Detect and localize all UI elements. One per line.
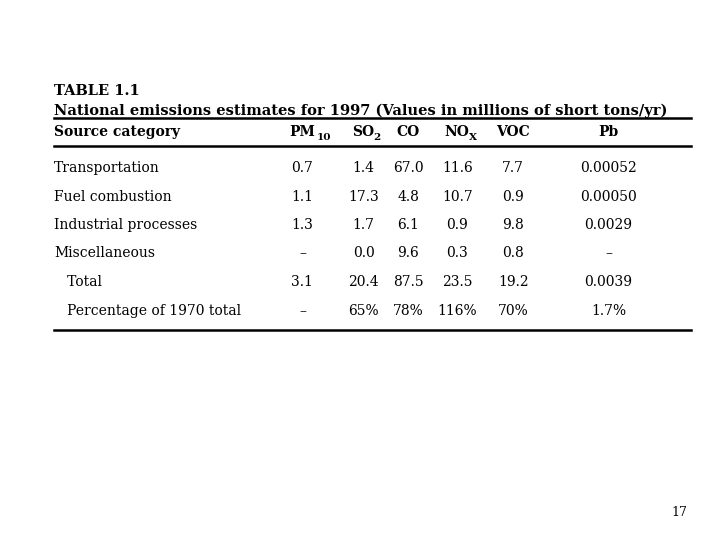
Text: 6.1: 6.1	[397, 218, 419, 232]
Text: 116%: 116%	[437, 304, 477, 318]
Text: PM: PM	[289, 125, 315, 139]
Text: 0.0039: 0.0039	[585, 275, 632, 289]
Text: 9.8: 9.8	[503, 218, 524, 232]
Text: 0.3: 0.3	[446, 246, 468, 260]
Text: 2: 2	[373, 133, 380, 141]
Text: 0.9: 0.9	[503, 190, 524, 204]
Text: NO: NO	[445, 125, 469, 139]
Text: 1.3: 1.3	[292, 218, 313, 232]
Text: –: –	[299, 304, 306, 318]
Text: 10.7: 10.7	[442, 190, 472, 204]
Text: X: X	[469, 133, 477, 141]
Text: 1.7: 1.7	[353, 218, 374, 232]
Text: 65%: 65%	[348, 304, 379, 318]
Text: Transportation: Transportation	[54, 161, 160, 176]
Text: 4.8: 4.8	[397, 190, 419, 204]
Text: 0.0029: 0.0029	[585, 218, 632, 232]
Text: 67.0: 67.0	[393, 161, 423, 176]
Text: 11.6: 11.6	[442, 161, 472, 176]
Text: Total: Total	[54, 275, 102, 289]
Text: –: –	[605, 246, 612, 260]
Text: 0.8: 0.8	[503, 246, 524, 260]
Text: 0.00050: 0.00050	[580, 190, 636, 204]
Text: Percentage of 1970 total: Percentage of 1970 total	[54, 304, 241, 318]
Text: 70%: 70%	[498, 304, 528, 318]
Text: 1.1: 1.1	[292, 190, 313, 204]
Text: SO: SO	[353, 125, 374, 139]
Text: 0.9: 0.9	[446, 218, 468, 232]
Text: 10: 10	[317, 133, 331, 141]
Text: 17: 17	[672, 507, 688, 519]
Text: Miscellaneous: Miscellaneous	[54, 246, 155, 260]
Text: National emissions estimates for 1997 (Values in millions of short tons/yr): National emissions estimates for 1997 (V…	[54, 104, 667, 118]
Text: 87.5: 87.5	[393, 275, 423, 289]
Text: Industrial processes: Industrial processes	[54, 218, 197, 232]
Text: 17.3: 17.3	[348, 190, 379, 204]
Text: Fuel combustion: Fuel combustion	[54, 190, 171, 204]
Text: 1.4: 1.4	[353, 161, 374, 176]
Text: Source category: Source category	[54, 125, 180, 139]
Text: 23.5: 23.5	[442, 275, 472, 289]
Text: CO: CO	[397, 125, 420, 139]
Text: 0.7: 0.7	[292, 161, 313, 176]
Text: Pb: Pb	[598, 125, 618, 139]
Text: TABLE 1.1: TABLE 1.1	[54, 84, 140, 98]
Text: 78%: 78%	[393, 304, 423, 318]
Text: 20.4: 20.4	[348, 275, 379, 289]
Text: 1.7%: 1.7%	[591, 304, 626, 318]
Text: VOC: VOC	[497, 125, 530, 139]
Text: –: –	[299, 246, 306, 260]
Text: 0.00052: 0.00052	[580, 161, 636, 176]
Text: 3.1: 3.1	[292, 275, 313, 289]
Text: 9.6: 9.6	[397, 246, 419, 260]
Text: 0.0: 0.0	[353, 246, 374, 260]
Text: 19.2: 19.2	[498, 275, 528, 289]
Text: 7.7: 7.7	[503, 161, 524, 176]
